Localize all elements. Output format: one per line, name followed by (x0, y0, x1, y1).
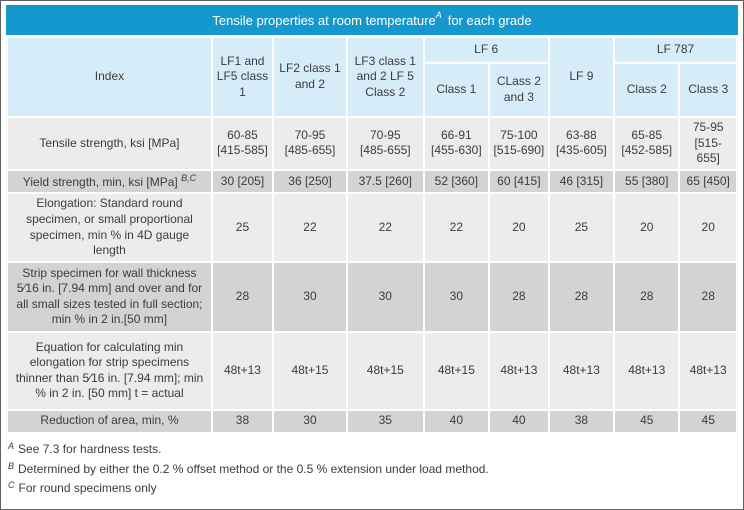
table-row: Tensile strength, ksi [MPa] 60-85 [415-58… (8, 118, 736, 169)
value-cell: 55 [380] (615, 170, 679, 193)
table-title-suffix: for each grade (447, 12, 532, 28)
value-cell: 70-95 [485-655] (274, 118, 346, 169)
index-header: Index (8, 38, 211, 116)
value-cell: 46 [315] (549, 170, 614, 193)
value-cell: 40 (424, 410, 489, 432)
value-cell: 30 (274, 410, 346, 432)
footnote-c: C For round specimens only (8, 480, 736, 497)
footnote-b-superscript: B (8, 460, 15, 471)
value-cell: 48t+15 (274, 332, 346, 409)
value-cell: 20 (680, 194, 736, 261)
value-cell: 65 [450] (680, 170, 736, 193)
row-label: Tensile strength, ksi [MPa] (8, 118, 211, 169)
value-cell: 25 (212, 194, 273, 261)
value-cell: 48t+15 (424, 332, 489, 409)
value-cell: 48t+15 (347, 332, 423, 409)
group-header-lf787: LF 787 (615, 38, 736, 62)
row-label: Yield strength, min, ksi [MPa] B,C (8, 170, 211, 193)
value-cell: 20 (615, 194, 679, 261)
table-header: Index LF1 and LF5 class 1 LF2 class 1 an… (8, 38, 736, 116)
value-cell: 36 [250] (274, 170, 346, 193)
column-header-lf3: LF3 class 1 and 2 LF 5 Class 2 (347, 38, 423, 116)
row-label: Equation for calculating min elongation … (8, 332, 211, 409)
value-cell: 28 (549, 262, 614, 331)
table-row: Elongation: Standard round specimen, or … (8, 194, 736, 261)
row-label-superscript: B,C (181, 172, 197, 183)
value-cell: 38 (212, 410, 273, 432)
value-cell: 48t+13 (615, 332, 679, 409)
value-cell: 60 [415] (490, 170, 548, 193)
value-cell: 63-88 [435-605] (549, 118, 614, 169)
sub-header-lf787-class3: Class 3 (680, 64, 736, 116)
value-cell: 38 (549, 410, 614, 432)
value-cell: 37.5 [260] (347, 170, 423, 193)
row-label: Reduction of area, min, % (8, 410, 211, 432)
table-row: Strip specimen for wall thickness 5⁄16 i… (8, 262, 736, 331)
value-cell: 75-100 [515-690] (490, 118, 548, 169)
footnote-b: B Determined by either the 0.2 % offset m… (8, 461, 736, 478)
header-row-top: Index LF1 and LF5 class 1 LF2 class 1 an… (8, 38, 736, 116)
column-header-lf2: LF2 class 1 and 2 (274, 38, 346, 116)
value-cell: 40 (490, 410, 548, 432)
footnotes: A See 7.3 for hardness tests. B Determined… (6, 434, 738, 497)
sub-header-lf787-class2: Class 2 (615, 64, 679, 116)
value-cell: 52 [360] (424, 170, 489, 193)
value-cell: 30 (347, 262, 423, 331)
value-cell: 30 (274, 262, 346, 331)
table-row: Reduction of area, min, % 38 30 35 40 40 38 45 4… (8, 410, 736, 432)
value-cell: 28 (680, 262, 736, 331)
value-cell: 48t+13 (549, 332, 614, 409)
footnote-c-text: For round specimens only (18, 481, 157, 496)
column-header-lf9: LF 9 (549, 38, 614, 116)
row-label: Strip specimen for wall thickness 5⁄16 i… (8, 262, 211, 331)
value-cell: 22 (274, 194, 346, 261)
value-cell: 25 (549, 194, 614, 261)
value-cell: 60-85 [415-585] (212, 118, 273, 169)
footnote-a-text: See 7.3 for hardness tests. (18, 441, 162, 456)
value-cell: 45 (680, 410, 736, 432)
value-cell: 45 (615, 410, 679, 432)
value-cell: 70-95 [485-655] (347, 118, 423, 169)
table-title-text: Tensile properties at room temperature (212, 12, 436, 28)
table-body: Tensile strength, ksi [MPa] 60-85 [415-58… (8, 118, 736, 432)
footnote-a-superscript: A (8, 440, 15, 451)
footnote-a: A See 7.3 for hardness tests. (8, 441, 736, 458)
table-row: Yield strength, min, ksi [MPa] B,C 30 [20… (8, 170, 736, 193)
tensile-properties-table: Index LF1 and LF5 class 1 LF2 class 1 an… (6, 36, 738, 434)
value-cell: 48t+13 (680, 332, 736, 409)
value-cell: 30 (424, 262, 489, 331)
value-cell: 22 (424, 194, 489, 261)
sub-header-lf6-class1: Class 1 (424, 64, 489, 116)
value-cell: 22 (347, 194, 423, 261)
row-label: Elongation: Standard round specimen, or … (8, 194, 211, 261)
column-header-lf1: LF1 and LF5 class 1 (212, 38, 273, 116)
value-cell: 28 (615, 262, 679, 331)
title-superscript: A (435, 10, 442, 20)
value-cell: 75-95 [515-655] (680, 118, 736, 169)
table-row: Equation for calculating min elongation … (8, 332, 736, 409)
value-cell: 28 (212, 262, 273, 331)
value-cell: 65-85 [452-585] (615, 118, 679, 169)
footnote-b-text: Determined by either the 0.2 % offset me… (18, 461, 489, 476)
value-cell: 66-91 [455-630] (424, 118, 489, 169)
value-cell: 20 (490, 194, 548, 261)
value-cell: 28 (490, 262, 548, 331)
footnote-c-superscript: C (8, 480, 15, 491)
value-cell: 30 [205] (212, 170, 273, 193)
header-row-sub: Class 1 CLass 2 and 3 Class 2 Class 3 (8, 64, 736, 116)
value-cell: 48t+13 (212, 332, 273, 409)
group-header-lf6: LF 6 (424, 38, 548, 62)
value-cell: 48t+13 (490, 332, 548, 409)
value-cell: 35 (347, 410, 423, 432)
sub-header-lf6-class2-3: CLass 2 and 3 (490, 64, 548, 116)
